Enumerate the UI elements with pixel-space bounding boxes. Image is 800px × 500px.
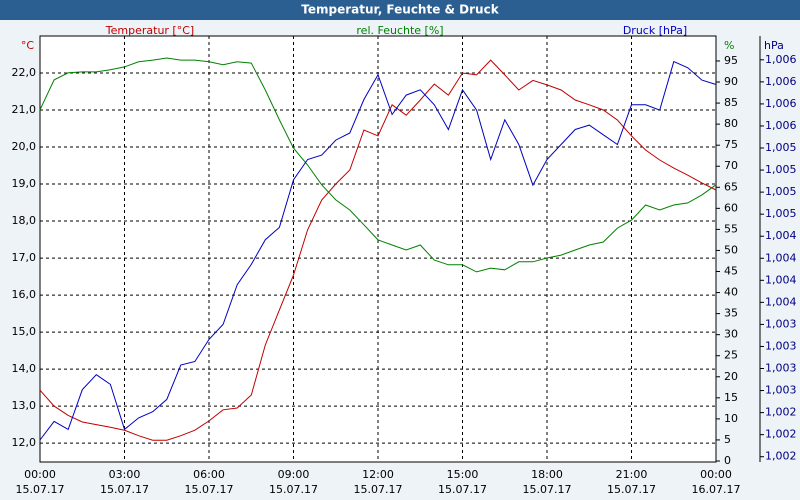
y3-tick-label: 1,006 [765, 53, 797, 66]
y2-unit: % [724, 39, 734, 52]
y3-tick-label: 1,002 [765, 428, 797, 441]
x-tick-date: 16.07.17 [692, 483, 741, 496]
x-tick-date: 15.07.17 [523, 483, 572, 496]
y3-tick-label: 1,003 [765, 339, 797, 352]
y3-tick-label: 1,006 [765, 75, 797, 88]
x-tick-label: 03:00 [109, 468, 141, 481]
y-tick-label: 12,0 [12, 436, 37, 449]
y3-unit: hPa [764, 39, 784, 52]
legend-label: Temperatur [°C] [105, 24, 194, 37]
y2-tick-label: 60 [724, 201, 738, 214]
y3-tick-label: 1,003 [765, 362, 797, 375]
y2-tick-label: 70 [724, 159, 738, 172]
x-tick-label: 00:00 [700, 468, 732, 481]
y2-tick-label: 80 [724, 117, 738, 130]
y-tick-label: 20,0 [12, 140, 37, 153]
x-tick-date: 15.07.17 [354, 483, 403, 496]
y2-tick-label: 0 [724, 454, 731, 467]
y3-tick-label: 1,002 [765, 406, 797, 419]
y3-tick-label: 1,005 [765, 185, 797, 198]
x-tick-date: 15.07.17 [100, 483, 149, 496]
x-tick-label: 18:00 [531, 468, 563, 481]
y2-tick-label: 20 [724, 370, 738, 383]
y2-tick-label: 40 [724, 286, 738, 299]
y3-tick-label: 1,002 [765, 450, 797, 463]
x-tick-date: 15.07.17 [269, 483, 318, 496]
y-tick-label: 16,0 [12, 288, 37, 301]
y3-tick-label: 1,003 [765, 384, 797, 397]
y3-tick-label: 1,005 [765, 207, 797, 220]
y3-tick-label: 1,004 [765, 251, 797, 264]
x-tick-label: 12:00 [362, 468, 394, 481]
y3-tick-label: 1,005 [765, 141, 797, 154]
x-tick-label: 00:00 [24, 468, 56, 481]
y-tick-label: 19,0 [12, 177, 37, 190]
y-tick-label: 22,0 [12, 66, 37, 79]
y2-tick-label: 35 [724, 307, 738, 320]
y2-tick-label: 25 [724, 349, 738, 362]
y2-tick-label: 65 [724, 180, 738, 193]
y2-tick-label: 5 [724, 433, 731, 446]
x-tick-date: 15.07.17 [438, 483, 487, 496]
y3-tick-label: 1,004 [765, 295, 797, 308]
legend-label: rel. Feuchte [%] [356, 24, 443, 37]
y3-tick-label: 1,005 [765, 163, 797, 176]
series-line [39, 57, 717, 273]
y2-tick-label: 45 [724, 265, 738, 278]
y3-tick-label: 1,006 [765, 119, 797, 132]
y3-tick-label: 1,004 [765, 229, 797, 242]
y2-tick-label: 50 [724, 243, 738, 256]
y-tick-label: 21,0 [12, 103, 37, 116]
y2-tick-label: 90 [724, 75, 738, 88]
series-line [39, 59, 717, 441]
y2-tick-label: 55 [724, 222, 738, 235]
y-tick-label: 18,0 [12, 214, 37, 227]
x-tick-date: 15.07.17 [16, 483, 65, 496]
y3-tick-label: 1,006 [765, 97, 797, 110]
x-tick-label: 09:00 [278, 468, 310, 481]
y2-tick-label: 85 [724, 96, 738, 109]
y-tick-label: 13,0 [12, 399, 37, 412]
y2-tick-label: 10 [724, 412, 738, 425]
y-tick-label: 14,0 [12, 362, 37, 375]
y-unit: °C [21, 39, 35, 52]
legend-label: Druck [hPa] [623, 24, 687, 37]
chart-title: Temperatur, Feuchte & Druck [301, 3, 499, 17]
x-tick-label: 21:00 [616, 468, 648, 481]
x-tick-label: 15:00 [447, 468, 479, 481]
y2-tick-label: 95 [724, 54, 738, 67]
x-tick-date: 15.07.17 [185, 483, 234, 496]
y2-tick-label: 75 [724, 138, 738, 151]
series-line [39, 60, 717, 441]
x-tick-date: 15.07.17 [607, 483, 656, 496]
x-tick-label: 06:00 [193, 468, 225, 481]
y2-tick-label: 15 [724, 391, 738, 404]
y-tick-label: 17,0 [12, 251, 37, 264]
y3-tick-label: 1,003 [765, 317, 797, 330]
y3-tick-label: 1,004 [765, 273, 797, 286]
y-tick-label: 15,0 [12, 325, 37, 338]
y2-tick-label: 30 [724, 328, 738, 341]
title-bar [0, 0, 800, 20]
